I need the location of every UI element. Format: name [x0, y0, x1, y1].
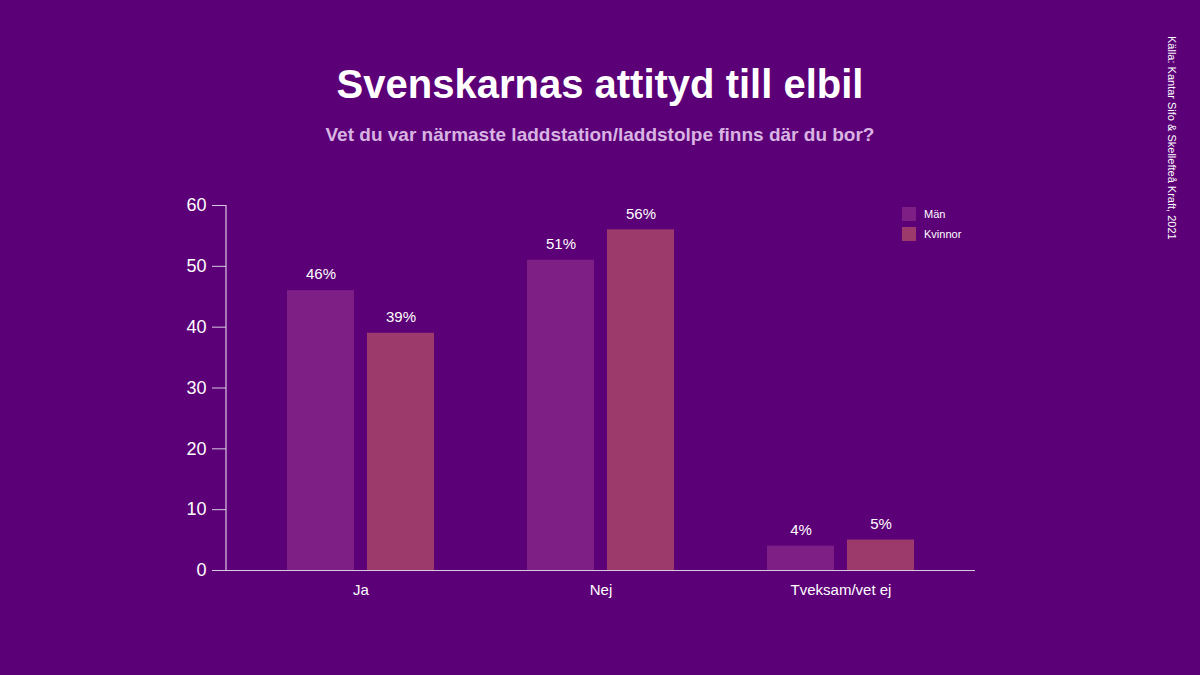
- html-text:Kvinnor: Kvinnor: [924, 228, 962, 240]
- svg-text:Nej: Nej: [590, 581, 613, 598]
- svg-text:46%: 46%: [306, 265, 336, 282]
- svg-text:0: 0: [196, 560, 206, 580]
- svg-text:56%: 56%: [626, 205, 656, 222]
- svg-text:30: 30: [186, 378, 206, 398]
- html-text:Svenskarnas attityd till elbil: Svenskarnas attityd till elbil: [336, 62, 864, 106]
- svg-text:Tveksam/vet ej: Tveksam/vet ej: [791, 581, 892, 598]
- svg-text:50: 50: [186, 256, 206, 276]
- svg-text:40: 40: [186, 317, 206, 337]
- svg-text:51%: 51%: [546, 235, 576, 252]
- svg-text:10: 10: [186, 499, 206, 519]
- svg-text:20: 20: [186, 439, 206, 459]
- html-text:Män: Män: [924, 208, 946, 220]
- svg-text:4%: 4%: [790, 521, 812, 538]
- svg-text:5%: 5%: [870, 515, 892, 532]
- svg-text:39%: 39%: [386, 308, 416, 325]
- svg-text:60: 60: [186, 195, 206, 215]
- html-text:Vet du var närmaste laddstatio: Vet du var närmaste laddstation/laddstol…: [325, 124, 875, 145]
- html-text:Källa: Kantar Sifo & Skellefte: Källa: Kantar Sifo & Skellefteå Kraft, 2…: [1166, 36, 1178, 240]
- svg-text:Ja: Ja: [353, 581, 370, 598]
